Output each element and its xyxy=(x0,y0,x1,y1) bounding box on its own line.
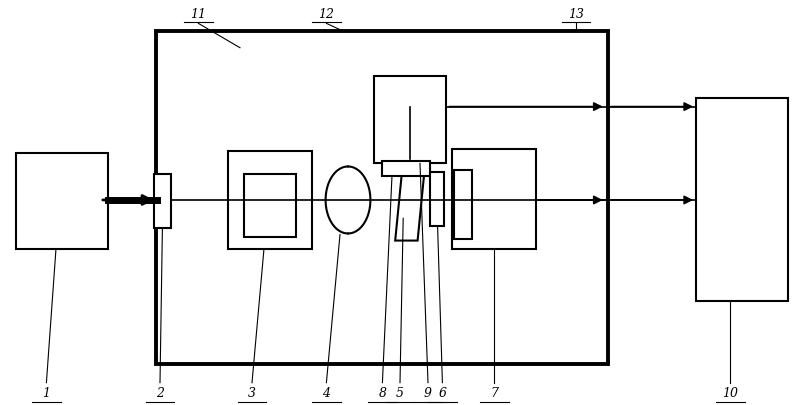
Bar xyxy=(454,170,472,239)
Text: 3: 3 xyxy=(248,386,256,399)
Bar xyxy=(244,174,296,237)
Text: 11: 11 xyxy=(190,8,206,21)
Bar xyxy=(696,99,788,302)
Bar xyxy=(374,77,446,164)
Bar xyxy=(156,32,608,364)
Polygon shape xyxy=(395,160,426,241)
Bar xyxy=(228,152,312,249)
Text: 6: 6 xyxy=(438,386,446,399)
Text: 9: 9 xyxy=(424,386,432,399)
Text: 13: 13 xyxy=(568,8,584,21)
Text: 7: 7 xyxy=(490,386,498,399)
Text: 2: 2 xyxy=(156,386,164,399)
Bar xyxy=(452,150,536,249)
Bar xyxy=(16,154,108,249)
Bar xyxy=(154,174,171,229)
Text: 5: 5 xyxy=(396,386,404,399)
Bar xyxy=(430,172,444,227)
Text: 12: 12 xyxy=(318,8,334,21)
Text: 1: 1 xyxy=(42,386,50,399)
Text: 10: 10 xyxy=(722,386,738,399)
Bar xyxy=(382,162,430,176)
Text: 8: 8 xyxy=(378,386,386,399)
Text: 4: 4 xyxy=(322,386,330,399)
